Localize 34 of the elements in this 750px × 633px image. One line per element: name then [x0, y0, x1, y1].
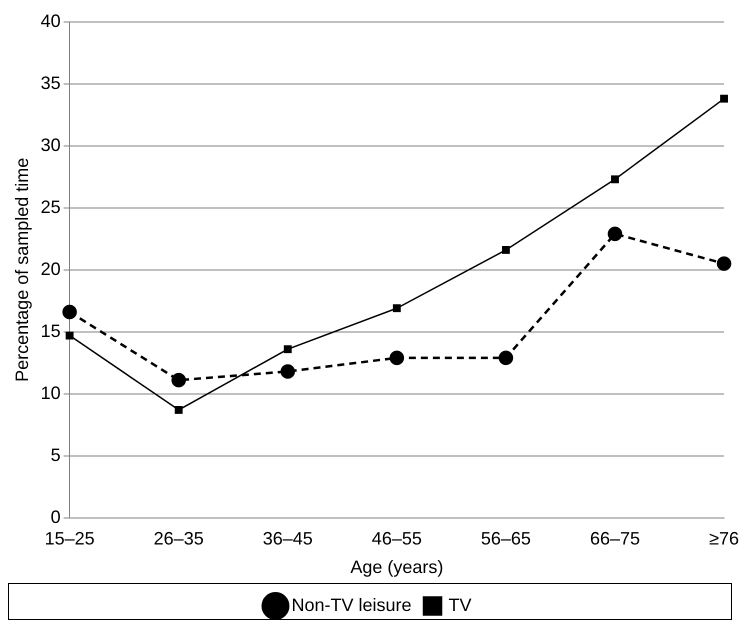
- x-tick-label: 15–25: [44, 528, 95, 549]
- point: [716, 256, 732, 271]
- y-tick-label: 40: [40, 10, 61, 31]
- point: [498, 350, 514, 366]
- point: [392, 304, 401, 312]
- point: [66, 332, 74, 340]
- y-tick-label: 20: [40, 258, 61, 279]
- legend-label: Non-TV leisure: [291, 594, 412, 615]
- point: [62, 304, 77, 320]
- point: [171, 372, 186, 388]
- x-axis-title: Age (years): [350, 557, 444, 578]
- x-tick-label: ≥76: [709, 528, 740, 549]
- point: [280, 364, 296, 379]
- y-tick-label: 30: [40, 134, 61, 155]
- y-tick-label: 35: [40, 72, 61, 93]
- point: [608, 226, 622, 242]
- y-tick-label: 15: [40, 320, 61, 341]
- point: [390, 350, 404, 366]
- y-tick-label: 10: [40, 382, 61, 403]
- x-tick-label: 46–55: [372, 528, 422, 549]
- point: [720, 94, 728, 103]
- point: [284, 345, 292, 354]
- y-axis-title: Percentage of sampled time: [12, 158, 32, 382]
- x-tick-label: 66–75: [590, 528, 640, 549]
- y-tick-label: 0: [50, 506, 61, 527]
- y-tick-label: 5: [50, 444, 61, 465]
- point: [611, 175, 619, 184]
- x-tick-label: 26–35: [154, 528, 204, 549]
- legend-label: TV: [448, 594, 472, 615]
- x-tick-label: 56–65: [480, 528, 531, 549]
- x-tick-label: 36–45: [262, 528, 313, 549]
- y-tick-label: 25: [40, 196, 61, 217]
- point: [174, 406, 183, 414]
- point: [502, 246, 510, 254]
